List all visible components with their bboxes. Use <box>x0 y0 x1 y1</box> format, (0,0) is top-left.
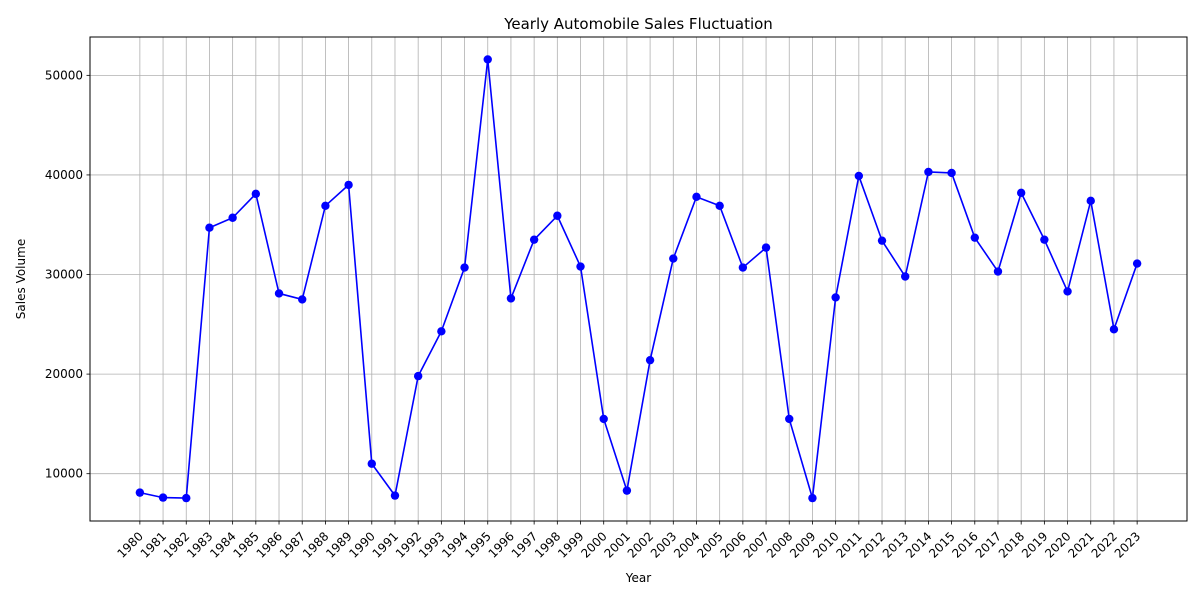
data-point <box>529 235 539 244</box>
data-point <box>645 355 655 365</box>
data-point <box>298 295 307 304</box>
y-tick-label: 30000 <box>45 268 83 282</box>
data-points <box>135 55 1142 503</box>
data-point <box>970 233 979 242</box>
data-point <box>1132 259 1142 268</box>
data-point <box>738 263 748 272</box>
data-point <box>599 414 608 424</box>
chart-title: Yearly Automobile Sales Fluctuation <box>503 15 773 33</box>
data-point <box>901 272 910 281</box>
plot-frame <box>89 36 1188 522</box>
data-point <box>622 486 632 495</box>
y-tick-label: 20000 <box>45 367 83 381</box>
data-point <box>506 294 516 303</box>
data-point <box>158 493 168 502</box>
data-point <box>785 414 794 424</box>
data-point <box>321 201 330 211</box>
data-point <box>924 167 933 177</box>
data-point <box>437 327 446 336</box>
y-axis-ticks: 10000 20000 30000 40000 50000 <box>45 68 90 481</box>
y-tick-label: 10000 <box>45 467 83 481</box>
data-point <box>344 180 353 190</box>
data-point <box>1040 235 1049 244</box>
data-point <box>251 189 261 199</box>
data-point <box>483 55 492 64</box>
data-point <box>831 293 840 302</box>
data-point <box>1086 196 1095 206</box>
data-point <box>993 267 1003 276</box>
data-point <box>553 211 562 220</box>
grid <box>90 37 1187 521</box>
x-axis-label: Year <box>625 571 651 585</box>
series-line <box>139 58 1138 499</box>
data-point <box>576 262 585 271</box>
data-point <box>390 491 400 500</box>
data-point <box>761 243 771 252</box>
data-point <box>715 201 724 211</box>
data-point <box>228 213 237 222</box>
data-point <box>367 459 376 468</box>
data-point <box>1016 188 1026 198</box>
data-point <box>947 168 956 178</box>
y-tick-label: 40000 <box>45 168 83 182</box>
data-point <box>460 263 469 272</box>
data-point <box>135 488 145 497</box>
data-point <box>669 254 678 263</box>
data-point <box>854 171 864 181</box>
data-point <box>413 371 423 381</box>
data-point <box>877 236 887 245</box>
data-point <box>182 493 191 503</box>
series-line-layer <box>139 58 1138 499</box>
data-point <box>205 223 214 232</box>
data-point <box>1109 325 1119 334</box>
y-axis-label: Sales Volume <box>14 239 28 319</box>
data-point <box>692 192 701 202</box>
y-tick-label: 50000 <box>45 68 83 82</box>
data-point <box>808 493 817 503</box>
data-point <box>274 289 284 298</box>
data-point <box>1063 287 1072 296</box>
